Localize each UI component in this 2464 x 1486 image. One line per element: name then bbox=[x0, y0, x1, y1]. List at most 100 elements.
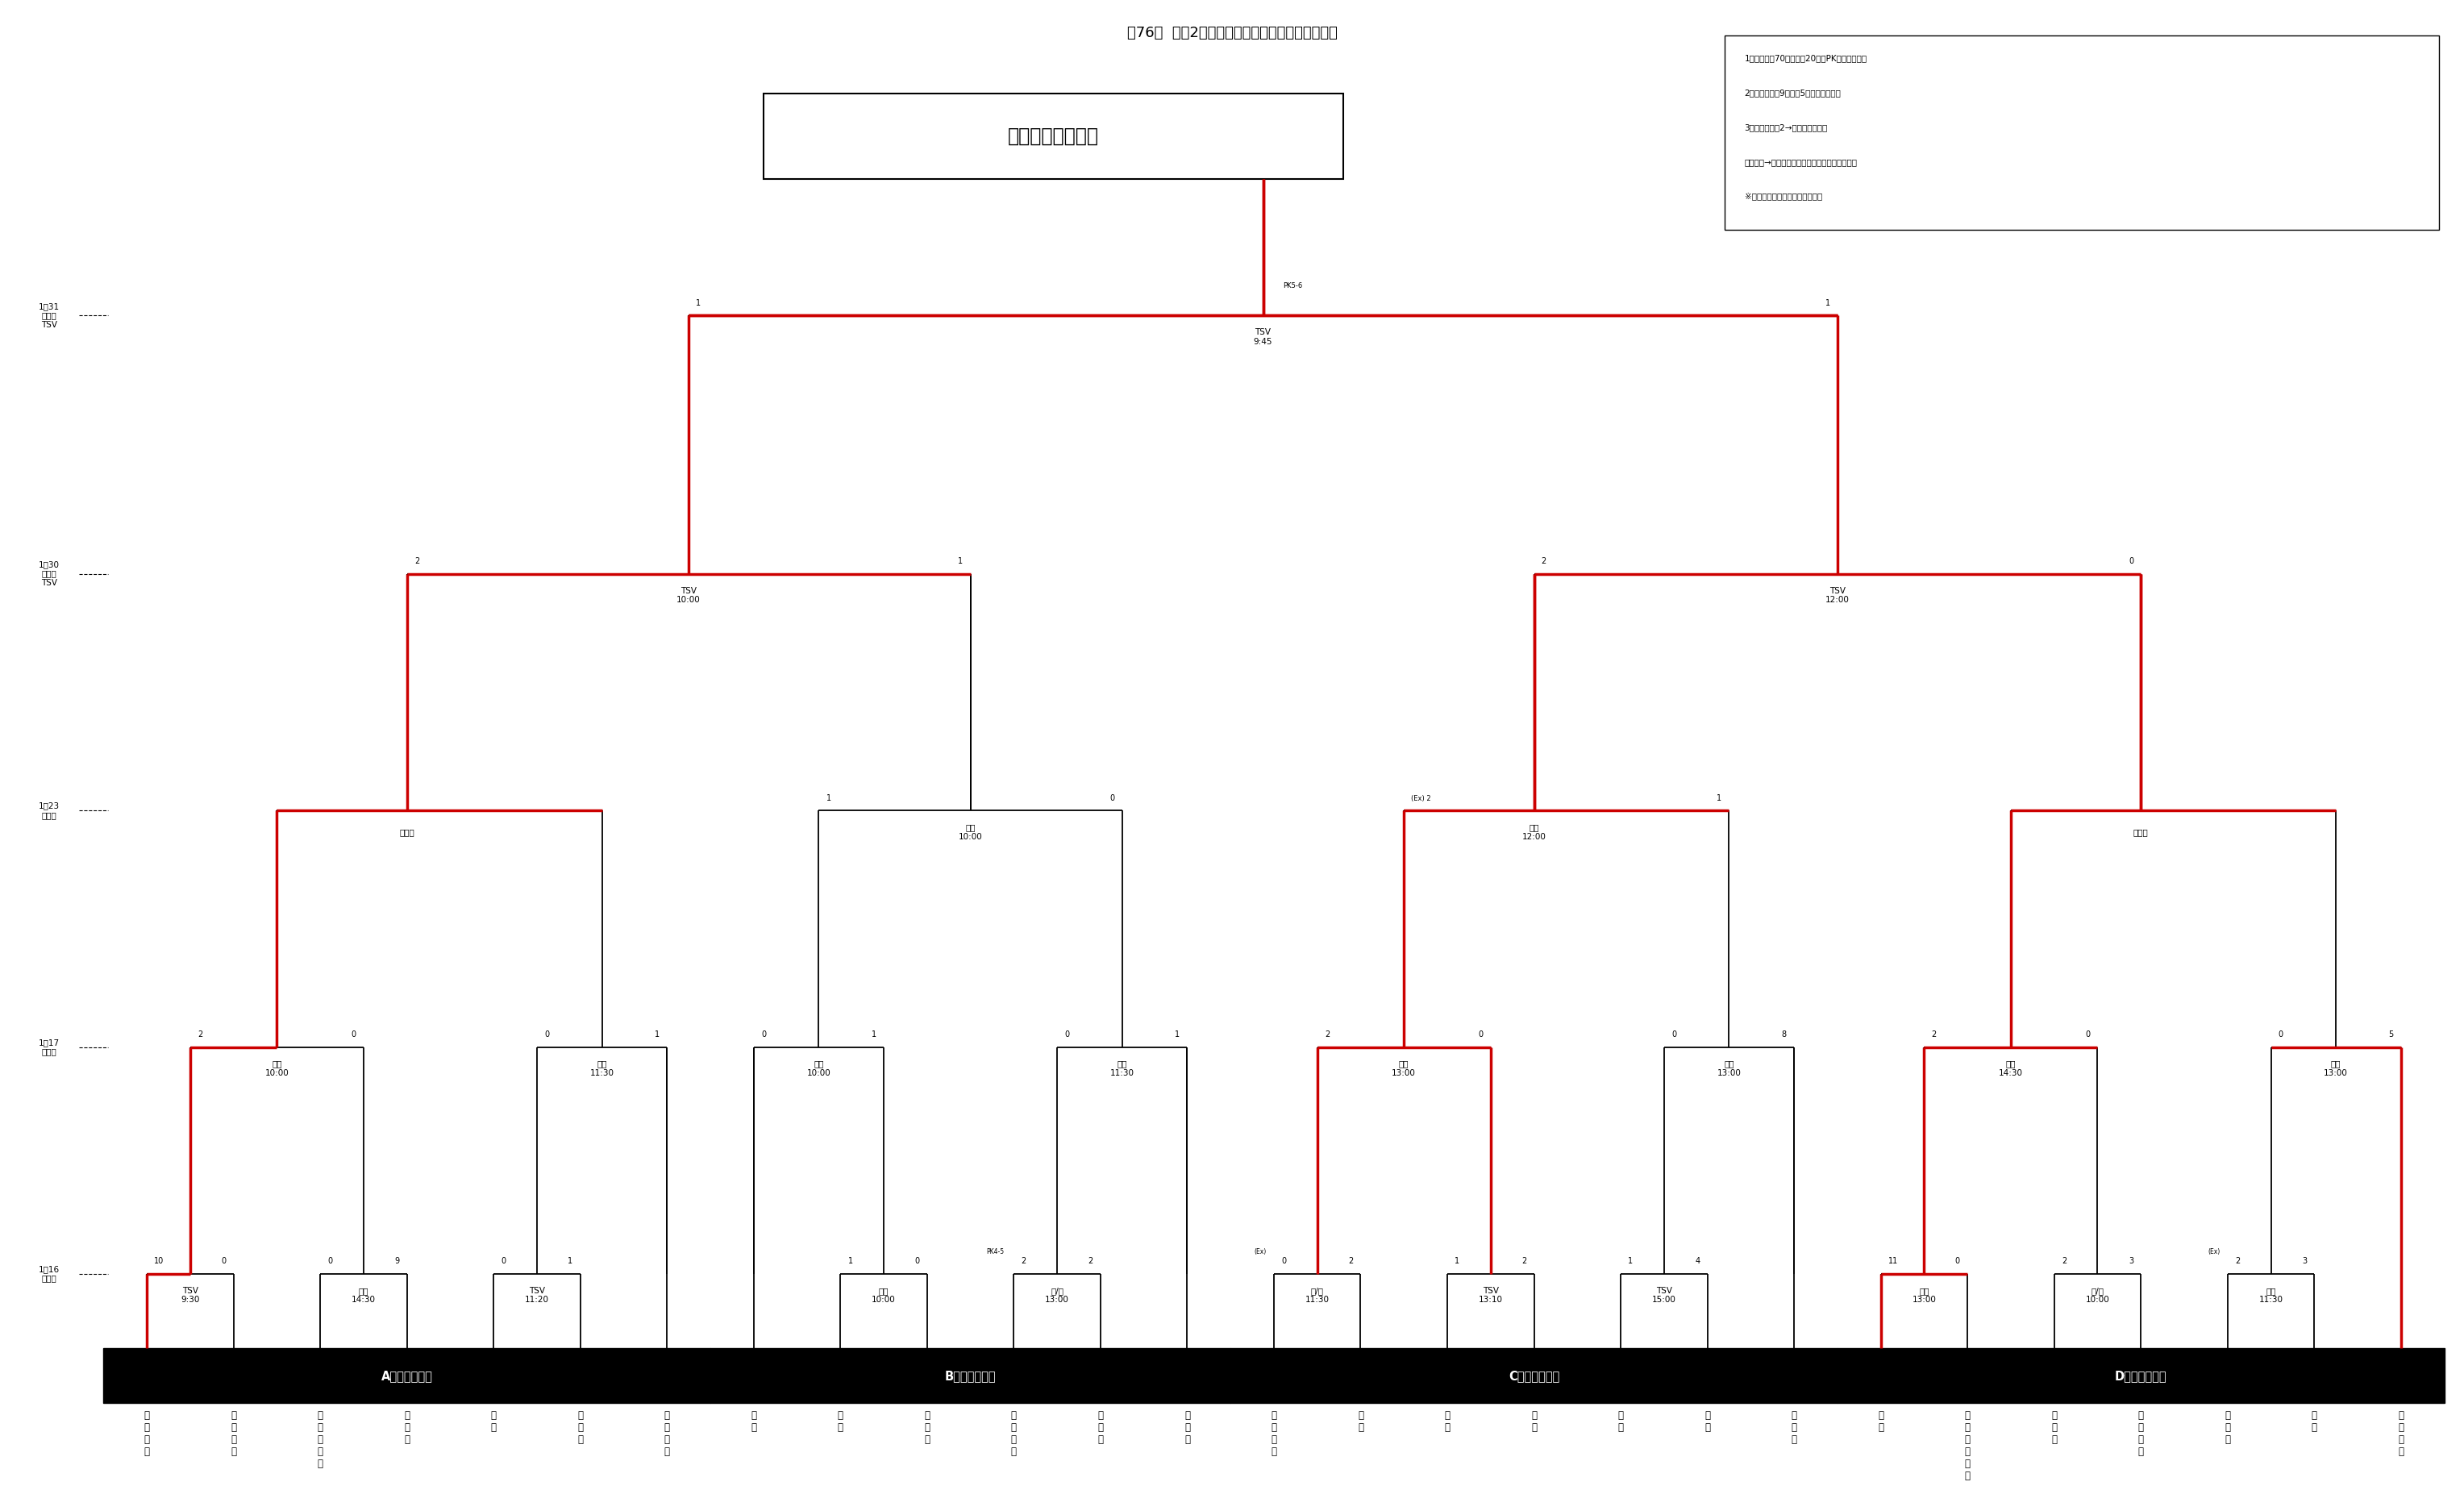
Text: 1／16
（土）: 1／16 （土） bbox=[39, 1265, 59, 1282]
Text: 9: 9 bbox=[394, 1257, 399, 1265]
Text: 城/内
10:00: 城/内 10:00 bbox=[2085, 1287, 2109, 1305]
Text: 1: 1 bbox=[1454, 1257, 1459, 1265]
Text: TSV
12:00: TSV 12:00 bbox=[1826, 587, 1850, 603]
Text: 城
北: 城 北 bbox=[1358, 1410, 1363, 1433]
Text: 8: 8 bbox=[1781, 1030, 1786, 1039]
Text: D　ゾ　ー　ン: D ゾ ー ン bbox=[2114, 1370, 2166, 1382]
Text: 市立
10:00: 市立 10:00 bbox=[266, 1060, 288, 1077]
Text: 3: 3 bbox=[2129, 1257, 2134, 1265]
Text: 1: 1 bbox=[1826, 299, 1831, 308]
Text: 1: 1 bbox=[872, 1030, 877, 1039]
Text: 阿
波: 阿 波 bbox=[2311, 1410, 2316, 1433]
Text: 11: 11 bbox=[1887, 1257, 1897, 1265]
Text: 第76回  令和2年度・徳島県高校サッカー新人大会: 第76回 令和2年度・徳島県高校サッカー新人大会 bbox=[1126, 25, 1338, 40]
Text: TSV
11:20: TSV 11:20 bbox=[525, 1287, 549, 1305]
Text: 2: 2 bbox=[197, 1030, 202, 1039]
Text: 0: 0 bbox=[1281, 1257, 1286, 1265]
Text: 2）交代は登録9名の内5名までとする。: 2）交代は登録9名の内5名までとする。 bbox=[1745, 89, 1841, 97]
Text: 2: 2 bbox=[1089, 1257, 1094, 1265]
Text: 上桜
13:00: 上桜 13:00 bbox=[1392, 1060, 1417, 1077]
Text: 0: 0 bbox=[1478, 1030, 1483, 1039]
Text: 0: 0 bbox=[914, 1257, 919, 1265]
Text: 1: 1 bbox=[655, 1030, 660, 1039]
Text: 不戦勝: 不戦勝 bbox=[399, 828, 414, 837]
Text: 上桜
10:00: 上桜 10:00 bbox=[806, 1060, 830, 1077]
Text: 0: 0 bbox=[328, 1257, 333, 1265]
Text: C　ゾ　ー　ン: C ゾ ー ン bbox=[1508, 1370, 1560, 1382]
Bar bbox=[1230, 1348, 1838, 1403]
Text: 2: 2 bbox=[1020, 1257, 1025, 1265]
Text: 2: 2 bbox=[1542, 557, 1547, 565]
Text: 城
ノ
内: 城 ノ 内 bbox=[2053, 1410, 2057, 1444]
Text: (Ex): (Ex) bbox=[1254, 1248, 1266, 1256]
Text: 城
南: 城 南 bbox=[1444, 1410, 1451, 1433]
Text: 1／31
（日）
TSV: 1／31 （日） TSV bbox=[39, 302, 59, 328]
Text: PK5-6: PK5-6 bbox=[1284, 282, 1303, 290]
Text: 5: 5 bbox=[2388, 1030, 2393, 1039]
Text: 0: 0 bbox=[1954, 1257, 1959, 1265]
Text: 0: 0 bbox=[2085, 1030, 2089, 1039]
Text: 池
田: 池 田 bbox=[752, 1410, 756, 1433]
Text: 名
西
・
城
西: 名 西 ・ 城 西 bbox=[318, 1410, 323, 1470]
Text: 2: 2 bbox=[1348, 1257, 1353, 1265]
Text: 1／17
（日）: 1／17 （日） bbox=[39, 1039, 59, 1057]
Text: 2: 2 bbox=[1326, 1030, 1331, 1039]
Text: 上桜
13:00: 上桜 13:00 bbox=[1912, 1287, 1937, 1305]
Text: 0: 0 bbox=[2129, 557, 2134, 565]
Text: B　ゾ　ー　ン: B ゾ ー ン bbox=[944, 1370, 995, 1382]
Text: 板
野: 板 野 bbox=[1530, 1410, 1538, 1433]
Text: 富
岡
西: 富 岡 西 bbox=[1096, 1410, 1104, 1444]
Text: 阿
南
高
専: 阿 南 高 専 bbox=[2139, 1410, 2144, 1456]
Text: TSV
9:30: TSV 9:30 bbox=[180, 1287, 200, 1305]
Text: 生
光
学
園: 生 光 学 園 bbox=[665, 1410, 670, 1456]
Text: 市立
13:00: 市立 13:00 bbox=[1717, 1060, 1742, 1077]
Text: ※　会場美化に協力して下さい。: ※ 会場美化に協力して下さい。 bbox=[1745, 192, 1821, 201]
Text: TSV
15:00: TSV 15:00 bbox=[1651, 1287, 1676, 1305]
Text: 徳
島
市
立: 徳 島 市 立 bbox=[143, 1410, 150, 1456]
Text: 徳
島
商
業: 徳 島 商 業 bbox=[232, 1410, 237, 1456]
Bar bbox=[103, 1348, 710, 1403]
Text: 2: 2 bbox=[1523, 1257, 1528, 1265]
Text: 0: 0 bbox=[1109, 794, 1114, 802]
Text: 0: 0 bbox=[761, 1030, 766, 1039]
Text: 海
部: 海 部 bbox=[1619, 1410, 1624, 1433]
Text: 0: 0 bbox=[352, 1030, 357, 1039]
Text: TSV
10:00: TSV 10:00 bbox=[678, 587, 700, 603]
Text: 1: 1 bbox=[1175, 1030, 1180, 1039]
Text: つ
る
ぎ: つ る ぎ bbox=[2225, 1410, 2230, 1444]
Text: 上桜
10:00: 上桜 10:00 bbox=[872, 1287, 897, 1305]
Text: 4: 4 bbox=[1695, 1257, 1700, 1265]
Text: 鳴
門: 鳴 門 bbox=[1878, 1410, 1882, 1433]
Text: 2: 2 bbox=[2062, 1257, 2067, 1265]
Text: 城
東: 城 東 bbox=[1705, 1410, 1710, 1433]
Bar bbox=[710, 1348, 1230, 1403]
Text: 2: 2 bbox=[414, 557, 419, 565]
Text: 池
田
辻
・
穴
吹: 池 田 辻 ・ 穴 吹 bbox=[1964, 1410, 1971, 1482]
Text: 3: 3 bbox=[2301, 1257, 2306, 1265]
Text: 阿
南
光: 阿 南 光 bbox=[404, 1410, 409, 1444]
Text: 1: 1 bbox=[848, 1257, 853, 1265]
Text: 徳島科学技術高校: 徳島科学技術高校 bbox=[1008, 126, 1099, 146]
Text: TSV
9:45: TSV 9:45 bbox=[1254, 328, 1271, 346]
Text: 城/内
13:00: 城/内 13:00 bbox=[1045, 1287, 1069, 1305]
Text: 上桜
10:00: 上桜 10:00 bbox=[958, 823, 983, 841]
Text: TSV
13:10: TSV 13:10 bbox=[1478, 1287, 1503, 1305]
Text: 0: 0 bbox=[500, 1257, 505, 1265]
Text: (Ex) 2: (Ex) 2 bbox=[1412, 795, 1432, 802]
Text: 不戦勝: 不戦勝 bbox=[2134, 828, 2149, 837]
Bar bbox=[1838, 1348, 2444, 1403]
Text: 徳
島
文
理: 徳 島 文 理 bbox=[1010, 1410, 1018, 1456]
Text: 1: 1 bbox=[958, 557, 963, 565]
Text: 0: 0 bbox=[545, 1030, 549, 1039]
Text: 富
岡
東: 富 岡 東 bbox=[577, 1410, 584, 1444]
Text: 徳
島
北: 徳 島 北 bbox=[1791, 1410, 1796, 1444]
Bar bbox=[1725, 36, 2439, 229]
Text: 城/内
11:30: 城/内 11:30 bbox=[1306, 1287, 1331, 1305]
Text: 1: 1 bbox=[569, 1257, 574, 1265]
Text: 0: 0 bbox=[1671, 1030, 1676, 1039]
Text: 市立
11:30: 市立 11:30 bbox=[1111, 1060, 1133, 1077]
Text: 満潮
13:00: 満潮 13:00 bbox=[2324, 1060, 2348, 1077]
Text: 3）警告　累積2→次回戦出場停止: 3）警告 累積2→次回戦出場停止 bbox=[1745, 123, 1828, 131]
Text: PK4-5: PK4-5 bbox=[986, 1248, 1003, 1256]
Text: 上桜
11:30: 上桜 11:30 bbox=[2259, 1287, 2284, 1305]
